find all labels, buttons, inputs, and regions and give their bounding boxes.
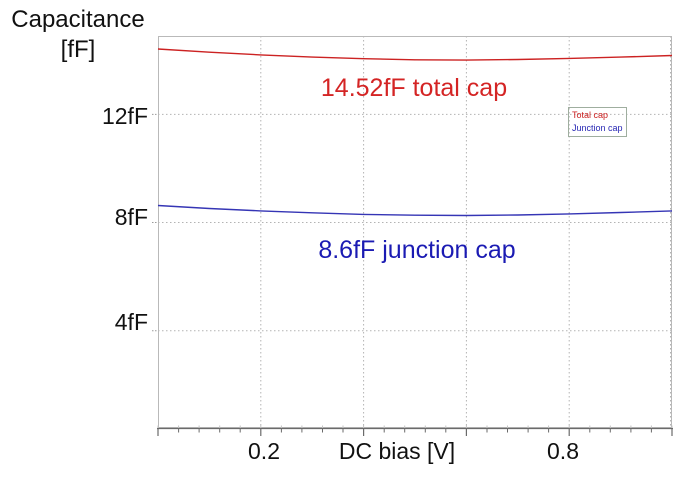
- y-tick-label-4ff: 4fF: [114, 309, 148, 335]
- y-tick-label-12ff: 12fF: [101, 103, 148, 129]
- x-axis-title: DC bias [V]: [338, 438, 456, 464]
- y-axis-title-line1: Capacitance: [11, 6, 145, 33]
- y-axis-title-line2: [fF]: [60, 36, 96, 63]
- x-tick-label-0-8: 0.8: [547, 438, 579, 464]
- legend-entry-total-cap: Total cap: [572, 110, 609, 120]
- legend-entry-junction-cap: Junction cap: [572, 123, 623, 133]
- x-tick-label-0-2: 0.2: [248, 438, 280, 464]
- legend-box: Total cap Junction cap: [568, 107, 627, 137]
- junction-cap-annotation: 8.6fF junction cap: [318, 236, 516, 264]
- total-cap-annotation: 14.52fF total cap: [320, 74, 508, 102]
- y-axis-title: Capacitance [fF]: [0, 5, 156, 65]
- y-tick-label-8ff: 8fF: [114, 204, 148, 230]
